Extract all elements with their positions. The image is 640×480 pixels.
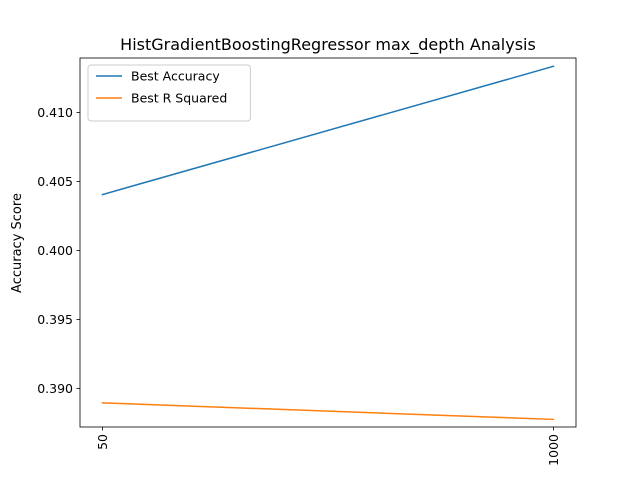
y-tick-label: 0.400 [37,243,73,258]
legend: Best Accuracy Best R Squared [87,64,251,122]
y-tick-label: 0.410 [37,105,73,120]
y-tick-label: 0.390 [37,381,73,396]
x-tick-label: 1000 [546,434,561,466]
axes-frame [79,57,577,428]
series-line-1 [101,65,555,196]
y-tick-label: 0.395 [37,312,73,327]
legend-box [87,64,251,122]
y-axis-label: Accuracy Score [10,193,25,293]
legend-entry-2: Best R Squared [131,91,227,106]
chart-title: HistGradientBoostingRegressor max_depth … [120,35,536,55]
plot-area: 0.390 0.395 0.400 0.405 0.410 50 1000 [37,57,577,466]
y-tick-label: 0.405 [37,174,73,189]
legend-entry-1: Best Accuracy [131,69,220,84]
series-line-2 [101,402,555,421]
x-tick-label: 50 [95,434,110,450]
